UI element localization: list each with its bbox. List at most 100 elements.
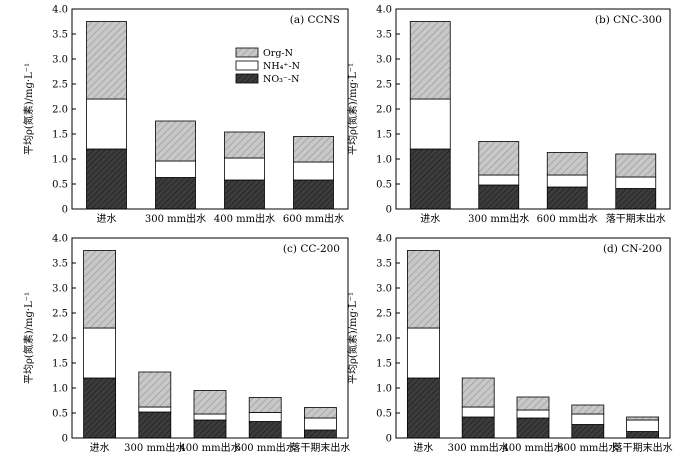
- category-label: 600 mm出水: [557, 441, 618, 454]
- bar-segment-2: [224, 157, 265, 181]
- bar-segment-3: [546, 152, 588, 176]
- y-tick-label: 3.0: [52, 284, 68, 295]
- category-label: 进水: [420, 213, 440, 225]
- y-tick-label: 3.5: [376, 259, 392, 270]
- bar-segment-1: [138, 411, 172, 439]
- legend: Org-N NH₄⁺-N NO₃⁻-N: [235, 47, 300, 85]
- bar-segment-1: [248, 421, 282, 439]
- bar-segment-1: [155, 177, 196, 210]
- bar-segment-3: [248, 397, 282, 413]
- bar-segment-3: [224, 131, 265, 159]
- y-tick-label: 3.0: [376, 284, 392, 295]
- category-label: 400 mm出水: [214, 212, 275, 225]
- y-tick-label: 4.0: [376, 5, 392, 16]
- bar-segment-2: [86, 98, 127, 150]
- y-tick-label: 0.5: [52, 409, 68, 420]
- bar-segment-1: [86, 148, 127, 210]
- y-tick-label: 2.5: [376, 80, 392, 91]
- category-label: 400 mm出水: [179, 441, 240, 454]
- category-label: 600 mm出水: [235, 441, 296, 454]
- category-label: 600 mm出水: [537, 212, 598, 225]
- bar-segment-3: [571, 404, 605, 415]
- bar-segment-2: [83, 327, 116, 379]
- y-tick-label: 0.5: [52, 180, 68, 191]
- y-axis-label: 平均ρ(氮素)/mg·L⁻¹: [22, 292, 35, 384]
- bar-segment-2: [516, 409, 550, 419]
- legend-label: NO₃⁻-N: [263, 74, 299, 85]
- bar-segment-3: [86, 21, 127, 100]
- legend-swatch: [235, 73, 259, 84]
- legend-swatch: [235, 60, 259, 71]
- y-tick-label: 3.5: [52, 259, 68, 270]
- bar-segment-1: [461, 416, 495, 439]
- bar-segment-3: [293, 136, 334, 163]
- y-tick-label: 3.5: [52, 30, 68, 41]
- bar-segment-2: [626, 419, 659, 432]
- bar-segment-2: [615, 176, 657, 189]
- category-label: 300 mm出水: [448, 441, 509, 454]
- y-tick-label: 0.5: [376, 409, 392, 420]
- bar-segment-1: [409, 148, 451, 210]
- bar-segment-2: [546, 174, 588, 188]
- chart-panel-1: 进水 300 mm出水 400 mm出水 600 mm出水 0 0.5 1.0 1.5 2.0 2…: [22, 5, 349, 225]
- bar-segment-2: [461, 406, 495, 418]
- y-axis-label: 平均ρ(氮素)/mg·L⁻¹: [22, 63, 35, 155]
- panel-title: (c) CC-200: [283, 243, 340, 255]
- category-label: 600 mm出水: [283, 212, 344, 225]
- y-tick-label: 2.5: [52, 80, 68, 91]
- bar-segment-2: [406, 327, 440, 379]
- bar-segment-3: [516, 396, 550, 411]
- bar-segment-2: [478, 174, 520, 186]
- y-tick-label: 2.0: [52, 334, 68, 345]
- y-tick-label: 1.0: [376, 155, 392, 166]
- bar-segment-2: [155, 160, 196, 178]
- y-tick-label: 3.5: [376, 30, 392, 41]
- bar-segment-2: [409, 98, 451, 150]
- category-label: 落干期末出水: [606, 212, 666, 225]
- legend-label: NH₄⁺-N: [263, 61, 300, 72]
- y-axis-label: 平均ρ(氮素)/mg·L⁻¹: [346, 292, 359, 384]
- y-tick-label: 4.0: [52, 234, 68, 245]
- y-tick-label: 2.5: [376, 309, 392, 320]
- bar-segment-3: [461, 377, 495, 408]
- legend-swatch: [235, 47, 259, 58]
- bar-segment-3: [193, 390, 227, 415]
- bar-segment-2: [138, 406, 172, 413]
- y-tick-label: 1.5: [52, 130, 68, 141]
- bar-segment-1: [193, 419, 227, 439]
- bar-segment-3: [406, 250, 440, 329]
- category-label: 400 mm出水: [502, 441, 563, 454]
- panel-title: (d) CN-200: [603, 243, 662, 255]
- panel-title: (a) CCNS: [290, 14, 340, 26]
- legend-label: Org-N: [263, 48, 293, 59]
- y-tick-label: 3.0: [52, 55, 68, 66]
- y-tick-label: 2.0: [376, 334, 392, 345]
- y-tick-label: 4.0: [52, 5, 68, 16]
- bar-segment-3: [615, 153, 657, 178]
- category-label: 300 mm出水: [468, 212, 529, 225]
- category-label: 落干期末出水: [290, 441, 350, 454]
- y-tick-label: 1.5: [52, 359, 68, 370]
- bar-segment-1: [224, 179, 265, 210]
- bar-segment-2: [293, 161, 334, 181]
- bar-segment-1: [406, 377, 440, 439]
- category-label: 进水: [90, 442, 110, 454]
- y-tick-label: 1.0: [376, 384, 392, 395]
- y-tick-label: 0: [62, 434, 68, 445]
- y-tick-label: 2.0: [376, 105, 392, 116]
- bar-segment-3: [303, 407, 337, 419]
- y-tick-label: 1.0: [52, 155, 68, 166]
- bar-segment-1: [546, 186, 588, 210]
- bar-segment-1: [626, 431, 659, 439]
- bar-segment-1: [615, 188, 657, 210]
- category-label: 落干期末出水: [613, 441, 673, 454]
- bar-segment-2: [303, 417, 337, 431]
- y-tick-label: 4.0: [376, 234, 392, 245]
- y-tick-label: 0: [386, 205, 392, 216]
- y-tick-label: 0: [62, 205, 68, 216]
- y-tick-label: 1.0: [52, 384, 68, 395]
- bar-segment-3: [478, 141, 520, 176]
- bar-segment-1: [571, 424, 605, 439]
- bar-segment-1: [83, 377, 116, 439]
